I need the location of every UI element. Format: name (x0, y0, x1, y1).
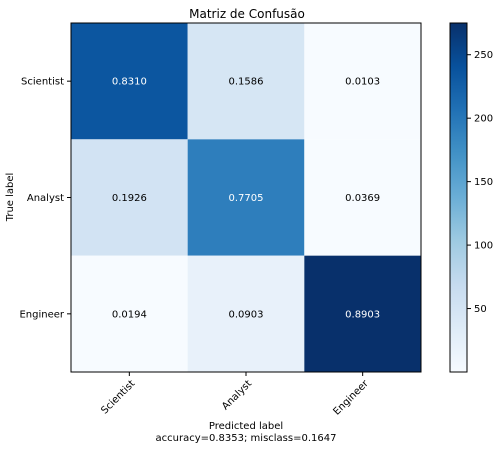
x-axis-sublabel: accuracy=0.8353; misclass=0.1647 (156, 433, 337, 444)
y-axis-ticks: Scientist Analyst Engineer (19, 77, 71, 320)
x-tick-label: Scientist (99, 378, 137, 416)
heatmap-cell (187, 139, 305, 256)
x-tick-label: Engineer (332, 378, 372, 418)
cell-value-label: 0.0194 (112, 309, 147, 320)
heatmap-cell (71, 139, 188, 256)
heatmap-cell (304, 139, 421, 256)
cell-value-label: 0.0369 (345, 193, 380, 204)
heatmap-cells: 0.8310 0.1586 0.0103 0.1926 0.7705 0.0369 0.01… (71, 23, 421, 372)
colorbar-tick-label: 200 (474, 114, 493, 125)
x-axis-ticks: Scientist Analyst Engineer (99, 372, 371, 418)
cell-value-label: 0.1926 (112, 193, 147, 204)
cell-value-label: 0.7705 (229, 193, 264, 204)
colorbar-tick-label: 150 (474, 177, 493, 188)
colorbar-tick-label: 250 (474, 50, 493, 61)
cell-value-label: 0.0903 (229, 309, 264, 320)
heatmap-cell (304, 23, 421, 140)
heatmap-cell (187, 23, 305, 140)
heatmap-cell (71, 255, 188, 372)
y-tick-label: Scientist (21, 77, 64, 88)
colorbar-ticks: 50 100 150 200 250 (467, 50, 493, 315)
colorbar-tick-label: 50 (474, 304, 487, 315)
colorbar-tick-label: 100 (474, 241, 493, 252)
x-tick-label: Analyst (220, 378, 254, 412)
colorbar (449, 22, 468, 373)
cell-value-label: 0.1586 (229, 77, 264, 88)
heatmap-cell (187, 255, 305, 372)
heatmap-cell (71, 23, 188, 140)
cell-value-label: 0.8903 (345, 309, 380, 320)
cell-value-label: 0.8310 (112, 77, 147, 88)
x-axis-label: Predicted label (209, 421, 283, 432)
cell-value-label: 0.0103 (345, 77, 380, 88)
y-tick-label: Engineer (19, 309, 64, 320)
y-tick-label: Analyst (27, 193, 64, 204)
heatmap-cell (304, 255, 421, 372)
y-axis-label: True label (5, 173, 16, 223)
chart-title: Matriz de Confusão (189, 7, 305, 21)
